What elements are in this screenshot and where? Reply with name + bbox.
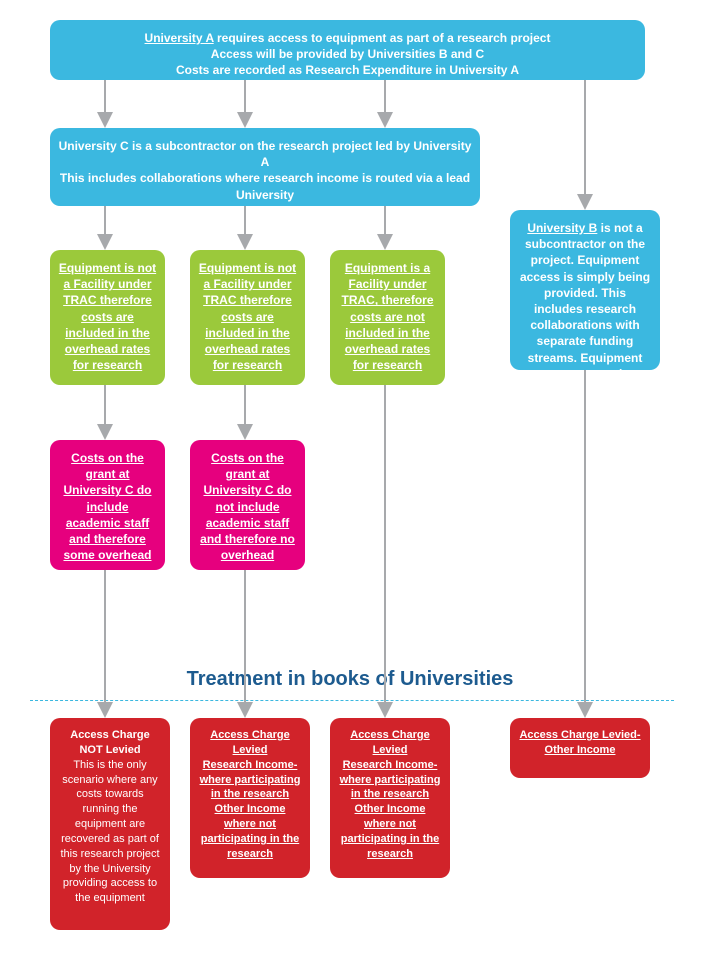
dashed-line bbox=[30, 700, 674, 701]
mid-line1: University C is a subcontractor on the r… bbox=[59, 139, 472, 169]
red1-body: This is the only scenario where any cost… bbox=[60, 759, 159, 905]
node-green-1: Equipment is not a Facility under TRAC t… bbox=[50, 250, 165, 385]
node-red-4: Access Charge Levied-Other Income bbox=[510, 718, 650, 778]
top-uni-a: University A bbox=[145, 31, 214, 45]
right-rest: is not a subcontractor on the project. E… bbox=[520, 221, 650, 397]
node-red-2: Access Charge Levied Research Income-whe… bbox=[190, 718, 310, 878]
node-pink-2: Costs on the grant at University C do no… bbox=[190, 440, 305, 570]
right-uni-b: University B bbox=[527, 221, 597, 235]
node-mid-blue: University C is a subcontractor on the r… bbox=[50, 128, 480, 206]
red1-title: Access Charge NOT Levied bbox=[70, 729, 150, 756]
red2-l3: Other Income where not participating in … bbox=[201, 803, 299, 860]
node-pink-1: Costs on the grant at University C do in… bbox=[50, 440, 165, 570]
red2-title: Access Charge Levied bbox=[210, 729, 290, 756]
red3-l3: Other Income where not participating in … bbox=[341, 803, 439, 860]
red2-l2: Research Income-where participating in t… bbox=[200, 759, 301, 801]
mid-line2: This includes collaborations where resea… bbox=[60, 171, 470, 201]
node-top-blue: University A requires access to equipmen… bbox=[50, 20, 645, 80]
top-line2: Access will be provided by Universities … bbox=[211, 47, 484, 61]
top-line3: Costs are recorded as Research Expenditu… bbox=[176, 63, 519, 77]
flowchart-container: University A requires access to equipmen… bbox=[30, 20, 674, 944]
section-title: Treatment in books of Universities bbox=[150, 668, 550, 691]
node-right-blue: University B is not a subcontractor on t… bbox=[510, 210, 660, 370]
red3-l2: Research Income-where participating in t… bbox=[340, 759, 441, 801]
node-green-2: Equipment is not a Facility under TRAC t… bbox=[190, 250, 305, 385]
node-red-1: Access Charge NOT Levied This is the onl… bbox=[50, 718, 170, 930]
red3-title: Access Charge Levied bbox=[350, 729, 430, 756]
node-green-3: Equipment is a Facility under TRAC, ther… bbox=[330, 250, 445, 385]
node-red-3: Access Charge Levied Research Income-whe… bbox=[330, 718, 450, 878]
top-line1-rest: requires access to equipment as part of … bbox=[214, 31, 551, 45]
